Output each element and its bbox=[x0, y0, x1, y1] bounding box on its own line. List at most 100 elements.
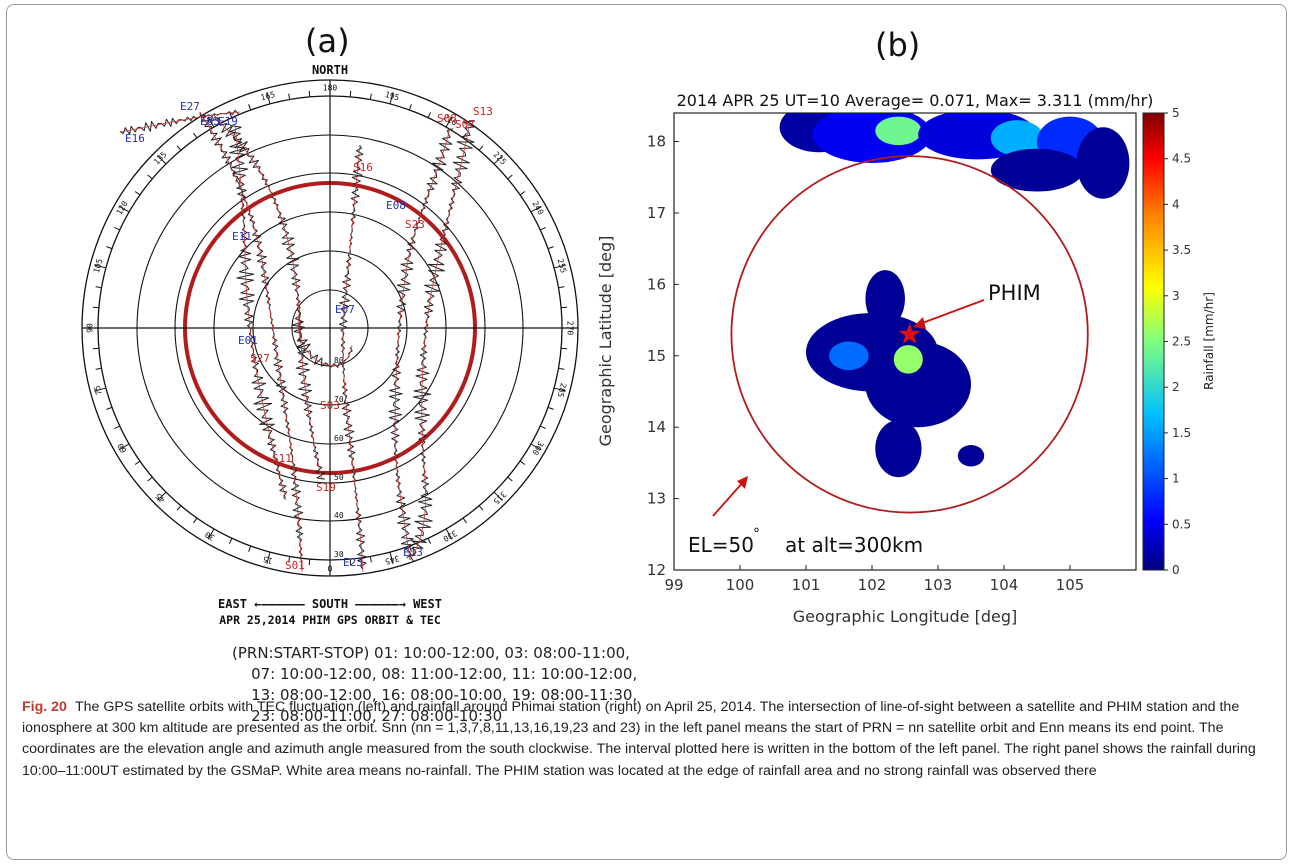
y-tick-label: 17 bbox=[647, 204, 666, 222]
colorbar-tick-label: 1.5 bbox=[1172, 426, 1191, 440]
rain-cell bbox=[1076, 127, 1130, 199]
panel-b-label: (b) bbox=[875, 26, 921, 64]
el50-circle-map bbox=[730, 155, 1089, 514]
azimuth-tick bbox=[106, 406, 113, 410]
azimuth-tick bbox=[408, 104, 412, 111]
rain-cell bbox=[990, 148, 1084, 192]
marker-s23: S23 bbox=[405, 218, 425, 231]
x-tick-label: 102 bbox=[858, 576, 887, 594]
azimuth-tick bbox=[114, 425, 120, 430]
colorbar-tick-label: 4 bbox=[1172, 197, 1180, 211]
elevation-label: 80 bbox=[334, 356, 344, 365]
alt-label: at alt=300km bbox=[785, 533, 923, 557]
y-tick-label: 15 bbox=[647, 347, 666, 365]
azimuth-tick bbox=[92, 306, 99, 309]
colorbar-ticks: 0 0.5 1 1.5 2 2.5 3 3.5 4 4.5 5 bbox=[1164, 106, 1191, 577]
phim-label: PHIM bbox=[988, 281, 1041, 305]
azimuth-tick bbox=[106, 246, 113, 250]
rainfall-heatmap: 2014 APR 25 UT=10 Average= 0.071, Max= 3… bbox=[596, 91, 1216, 626]
azimuth-tick bbox=[519, 460, 526, 465]
azimuth-tick bbox=[540, 226, 546, 231]
track-5 bbox=[394, 127, 451, 561]
azimuth-label: 105 bbox=[92, 258, 104, 274]
rain-cell bbox=[990, 120, 1044, 156]
tec-fluctuation bbox=[388, 128, 454, 559]
azimuth-tick bbox=[427, 112, 432, 118]
tec-fluctuation bbox=[212, 117, 326, 480]
elevation-labels: 80 70 60 50 40 30 bbox=[334, 356, 344, 559]
azimuth-label: 30 bbox=[203, 529, 216, 542]
azimuth-tick bbox=[95, 367, 102, 370]
marker-s11: S11 bbox=[272, 452, 292, 465]
interval-note: (PRN:START-STOP) 01: 10:00-12:00, 03: 08… bbox=[232, 644, 638, 725]
azimuth-tick bbox=[462, 517, 467, 524]
azimuth-tick bbox=[266, 92, 271, 105]
azimuth-tick bbox=[478, 505, 484, 511]
azimuth-label: 255 bbox=[556, 258, 568, 274]
track-8 bbox=[297, 309, 353, 367]
rain-cell bbox=[829, 341, 869, 371]
y-axis-label: Geographic Latitude [deg] bbox=[596, 236, 615, 447]
azimuth-tick bbox=[134, 191, 141, 196]
satellite-tracks bbox=[119, 109, 476, 573]
azimuth-tick bbox=[445, 116, 453, 128]
azimuth-tick bbox=[288, 93, 291, 100]
azimuth-tick bbox=[157, 155, 167, 165]
azimuth-tick bbox=[248, 104, 252, 111]
tec-fluctuation bbox=[229, 125, 288, 499]
azimuth-tick bbox=[308, 559, 311, 566]
track-3 bbox=[234, 124, 287, 501]
azimuth-tick bbox=[547, 246, 554, 250]
colorbar-label: Rainfall [mm/hr] bbox=[1202, 292, 1216, 390]
figure-frame bbox=[6, 4, 1287, 860]
marker-e16: E16 bbox=[125, 132, 145, 145]
azimuth-tick bbox=[193, 132, 198, 139]
azimuth-tick bbox=[530, 443, 542, 451]
colorbar-tick-label: 0.5 bbox=[1172, 517, 1191, 531]
azimuth-tick bbox=[193, 517, 198, 524]
azimuth-tick bbox=[553, 387, 566, 392]
azimuth-label: 0 bbox=[327, 564, 332, 573]
polar-skyplot: 1801952102252402552702853003153303450153… bbox=[81, 63, 579, 627]
marker-s13: S13 bbox=[473, 105, 493, 118]
azimuth-tick bbox=[507, 174, 513, 180]
azimuth-tick bbox=[349, 90, 352, 97]
azimuth-tick bbox=[248, 545, 252, 552]
marker-e08: E08 bbox=[386, 199, 406, 212]
azimuth-tick bbox=[176, 145, 182, 151]
rain-cell bbox=[865, 341, 971, 428]
azimuth-label: 15 bbox=[262, 554, 274, 565]
azimuth-tick bbox=[228, 538, 233, 544]
rain-cell bbox=[875, 116, 922, 146]
azimuth-label: 180 bbox=[323, 84, 338, 93]
azimuth-tick bbox=[561, 306, 568, 309]
north-label: NORTH bbox=[312, 63, 348, 77]
marker-s01: S01 bbox=[285, 559, 305, 572]
marker-s07: S07 bbox=[455, 118, 475, 131]
track-7 bbox=[119, 111, 241, 133]
azimuth-label: 165 bbox=[260, 90, 276, 102]
azimuth-tick bbox=[389, 92, 394, 105]
marker-s27: S27 bbox=[250, 352, 270, 365]
colorbar-tick-label: 1 bbox=[1172, 472, 1180, 486]
colorbar-tick-label: 2 bbox=[1172, 380, 1180, 394]
azimuth-tick bbox=[558, 286, 565, 289]
azimuth-tick bbox=[118, 443, 130, 451]
x-tick-label: 99 bbox=[664, 576, 683, 594]
figure-caption: Fig. 20 The GPS satellite orbits with TEC… bbox=[22, 697, 1272, 782]
elevation-label: 40 bbox=[334, 511, 344, 520]
azimuth-tick bbox=[540, 425, 546, 430]
azimuth-label: 90 bbox=[86, 323, 95, 333]
azimuth-ticks bbox=[86, 84, 574, 572]
marker-s08: S08 bbox=[437, 112, 457, 125]
y-tick-label: 12 bbox=[647, 561, 666, 579]
azimuth-tick bbox=[369, 93, 372, 100]
elevation-label: 30 bbox=[334, 550, 344, 559]
marker-s16: S16 bbox=[353, 161, 373, 174]
marker-e07: E07 bbox=[335, 303, 355, 316]
azimuth-tick bbox=[134, 460, 141, 465]
azimuth-tick bbox=[493, 491, 503, 501]
azimuth-tick bbox=[118, 205, 130, 213]
azimuth-tick bbox=[445, 528, 453, 540]
y-tick-label: 13 bbox=[647, 490, 666, 508]
